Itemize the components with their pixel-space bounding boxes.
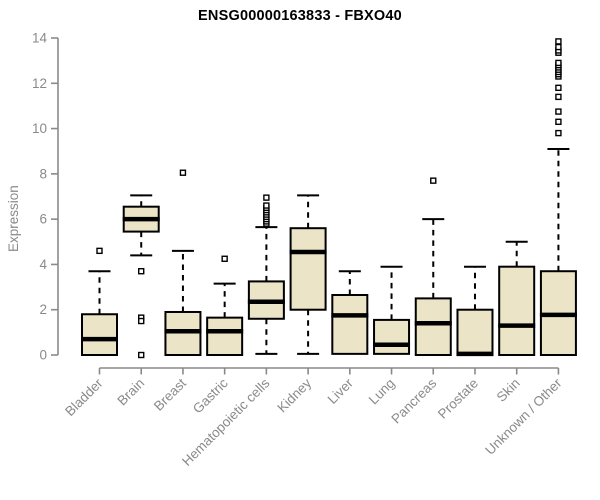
boxplot-pancreas (414, 177, 452, 356)
outlier-point (263, 202, 270, 209)
x-tick-label: Prostate (435, 376, 481, 422)
x-tick-label: Bladder (62, 375, 106, 419)
x-tick-label: Lung (366, 376, 398, 408)
boxplot-hematopoietic-cells (247, 194, 285, 355)
outlier-point (555, 38, 562, 45)
y-tick-label: 10 (32, 121, 47, 136)
outlier-point (555, 118, 562, 125)
x-tick-label: Kidney (274, 375, 314, 415)
x-tick-label: Skin (494, 376, 523, 405)
y-tick-label: 8 (39, 166, 47, 181)
outlier-point (555, 93, 562, 101)
boxplot-lung (373, 265, 411, 355)
y-tick-label: 4 (39, 257, 47, 272)
x-tick-label: Pancreas (388, 375, 439, 426)
outlier-point (555, 129, 562, 137)
boxplot-skin (498, 240, 536, 357)
boxplot-bladder (81, 247, 118, 356)
x-tick-label: Gastric (190, 375, 231, 416)
outlier-point (555, 43, 562, 51)
iqr-box (81, 313, 118, 356)
y-tick-label: 12 (32, 76, 47, 91)
outlier-point (138, 351, 145, 359)
iqr-box (414, 297, 452, 356)
y-tick-label: 2 (39, 302, 47, 317)
iqr-box (331, 293, 369, 355)
outlier-point (263, 194, 270, 201)
outlier-point (138, 317, 145, 325)
y-tick-label: 0 (39, 348, 47, 363)
x-tick-label: Brain (114, 376, 147, 409)
iqr-box (289, 227, 327, 311)
iqr-box (206, 316, 244, 356)
iqr-box (373, 318, 411, 355)
outlier-point (555, 84, 562, 92)
chart-title: ENSG00000163833 - FBXO40 (198, 8, 402, 24)
y-axis: 0 2 4 6 8 10 12 14 (32, 31, 59, 363)
boxplot-breast (164, 169, 202, 357)
boxplot-kidney (289, 194, 327, 355)
outlier-point (179, 169, 187, 176)
boxplot-prostate (456, 265, 494, 357)
y-tick-label: 6 (39, 212, 47, 227)
iqr-box (164, 310, 202, 357)
x-tick-label: Liver (325, 375, 357, 407)
x-tick-label: Breast (151, 375, 189, 413)
outlier-point (96, 247, 103, 255)
outlier-point (555, 108, 562, 115)
x-tick-label: Unknown / Other (482, 375, 565, 458)
boxplot-gastric (206, 255, 244, 356)
boxplot-unknown-other (539, 38, 577, 357)
iqr-box (498, 265, 536, 357)
outlier-point (138, 268, 145, 275)
boxplot-liver (331, 270, 369, 355)
outlier-point (430, 177, 437, 184)
y-tick-label: 14 (32, 31, 48, 46)
iqr-box (456, 308, 494, 357)
outlier-point (221, 255, 228, 262)
boxplot-brain (122, 194, 160, 359)
outlier-point (555, 59, 562, 67)
